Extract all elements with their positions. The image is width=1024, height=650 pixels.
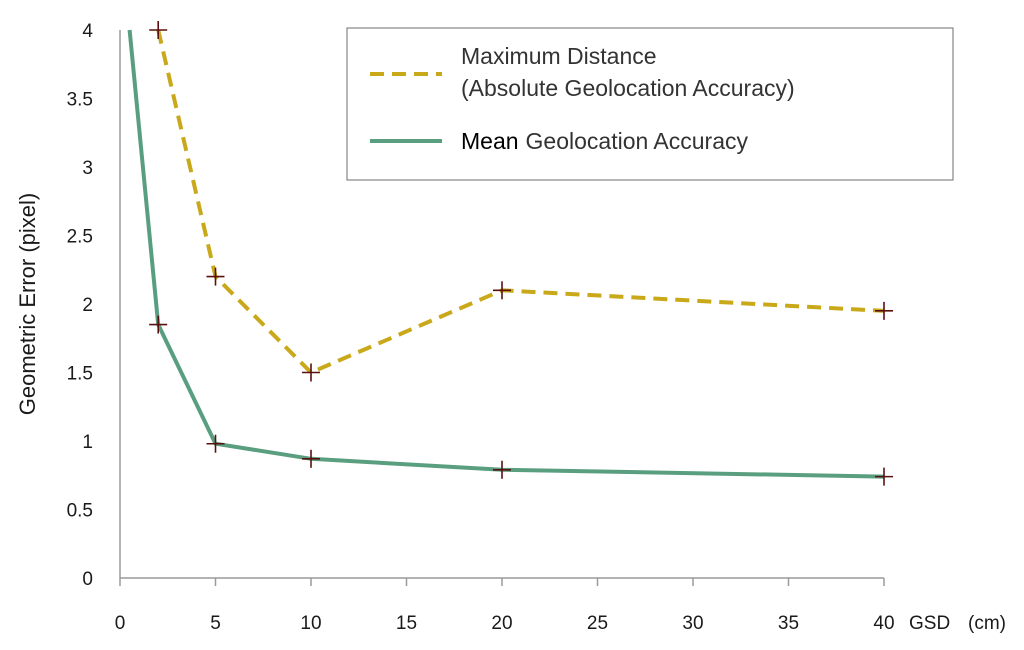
y-axis-title: Geometric Error (pixel) [15,193,40,415]
marker-layer [149,21,893,486]
y-tick-label: 0 [82,569,93,590]
x-tick-labels: 0 5 10 15 20 25 30 35 40 [115,578,895,634]
legend-label-max-distance-line2: (Absolute Geolocation Accuracy) [461,75,795,101]
x-tick-label: 40 [873,613,894,634]
legend-label-max-distance-line1: Maximum Distance [461,43,657,69]
x-tick-label: 0 [115,613,126,634]
series-mean-line [127,29,885,479]
legend: Maximum Distance (Absolute Geolocation A… [346,27,954,181]
y-tick-label: 4 [82,21,93,42]
data-point-marker [206,434,225,453]
legend-label-mean-bold: Mean [461,128,519,154]
x-tick-label: 30 [682,613,703,634]
data-point-marker [493,281,511,300]
series-layer [127,29,885,479]
data-point-marker [875,467,893,486]
x-tick-label: 20 [491,613,512,634]
data-point-marker [493,460,511,479]
data-point-marker [302,363,320,382]
data-point-marker [149,315,168,334]
x-tick-label: 5 [210,613,221,634]
data-point-marker [149,21,168,39]
x-tick-label: 25 [587,613,608,634]
y-tick-labels: 0 0.5 1 1.5 2 2.5 3 3.5 4 [67,21,94,590]
y-tick-label: 1 [82,432,93,453]
y-tick-label: 1.5 [67,364,93,385]
data-point-marker [206,267,225,286]
x-tick-label: 15 [396,613,417,634]
y-tick-label: 2 [82,295,93,316]
x-axis-unit: (cm) [968,613,1006,634]
x-axis-title: GSD [909,613,950,634]
legend-label-mean-rest: Geolocation Accuracy [526,128,749,154]
y-tick-label: 3.5 [67,90,93,111]
legend-box [346,27,954,181]
y-tick-label: 3 [82,158,93,179]
data-point-marker [875,301,893,320]
y-tick-label: 0.5 [67,501,93,522]
y-tick-label: 2.5 [67,227,93,248]
data-point-marker [302,449,320,468]
x-tick-label: 10 [300,613,321,634]
x-tick-label: 35 [778,613,799,634]
legend-label-mean: Mean Geolocation Accuracy [461,128,749,154]
